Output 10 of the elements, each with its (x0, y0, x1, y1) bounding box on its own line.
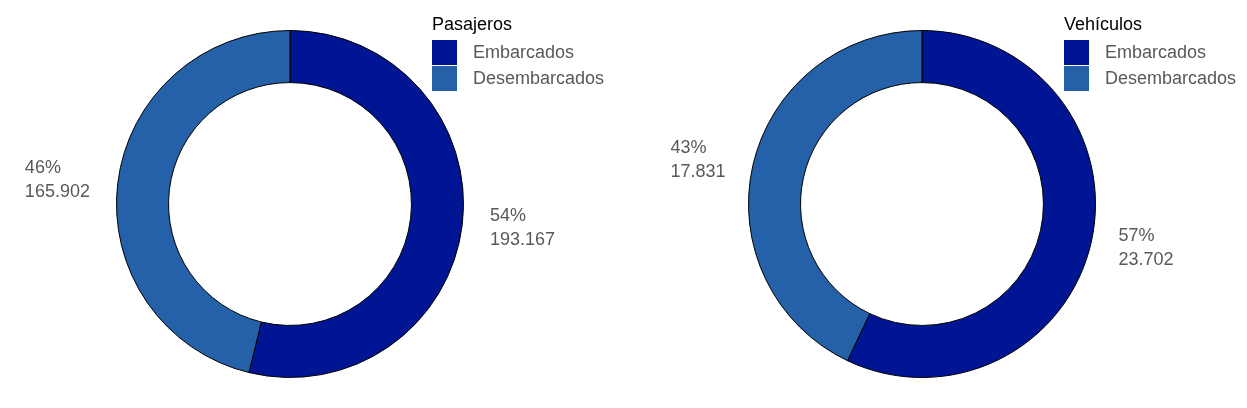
data-label: 46% 165.902 (24, 156, 90, 201)
data-label: 43% 17.831 (670, 136, 726, 181)
legend-label: Desembarcados (1105, 67, 1237, 89)
legend-label: Embarcados (473, 41, 575, 63)
legend-title: Vehículos (1064, 14, 1144, 35)
legend-label: Embarcados (1105, 41, 1207, 63)
legend-label: Desembarcados (473, 67, 605, 89)
legend-title: Pasajeros (432, 14, 514, 35)
data-label: 54% 193.167 (490, 204, 556, 249)
data-label: 57% 23.702 (1118, 225, 1174, 270)
